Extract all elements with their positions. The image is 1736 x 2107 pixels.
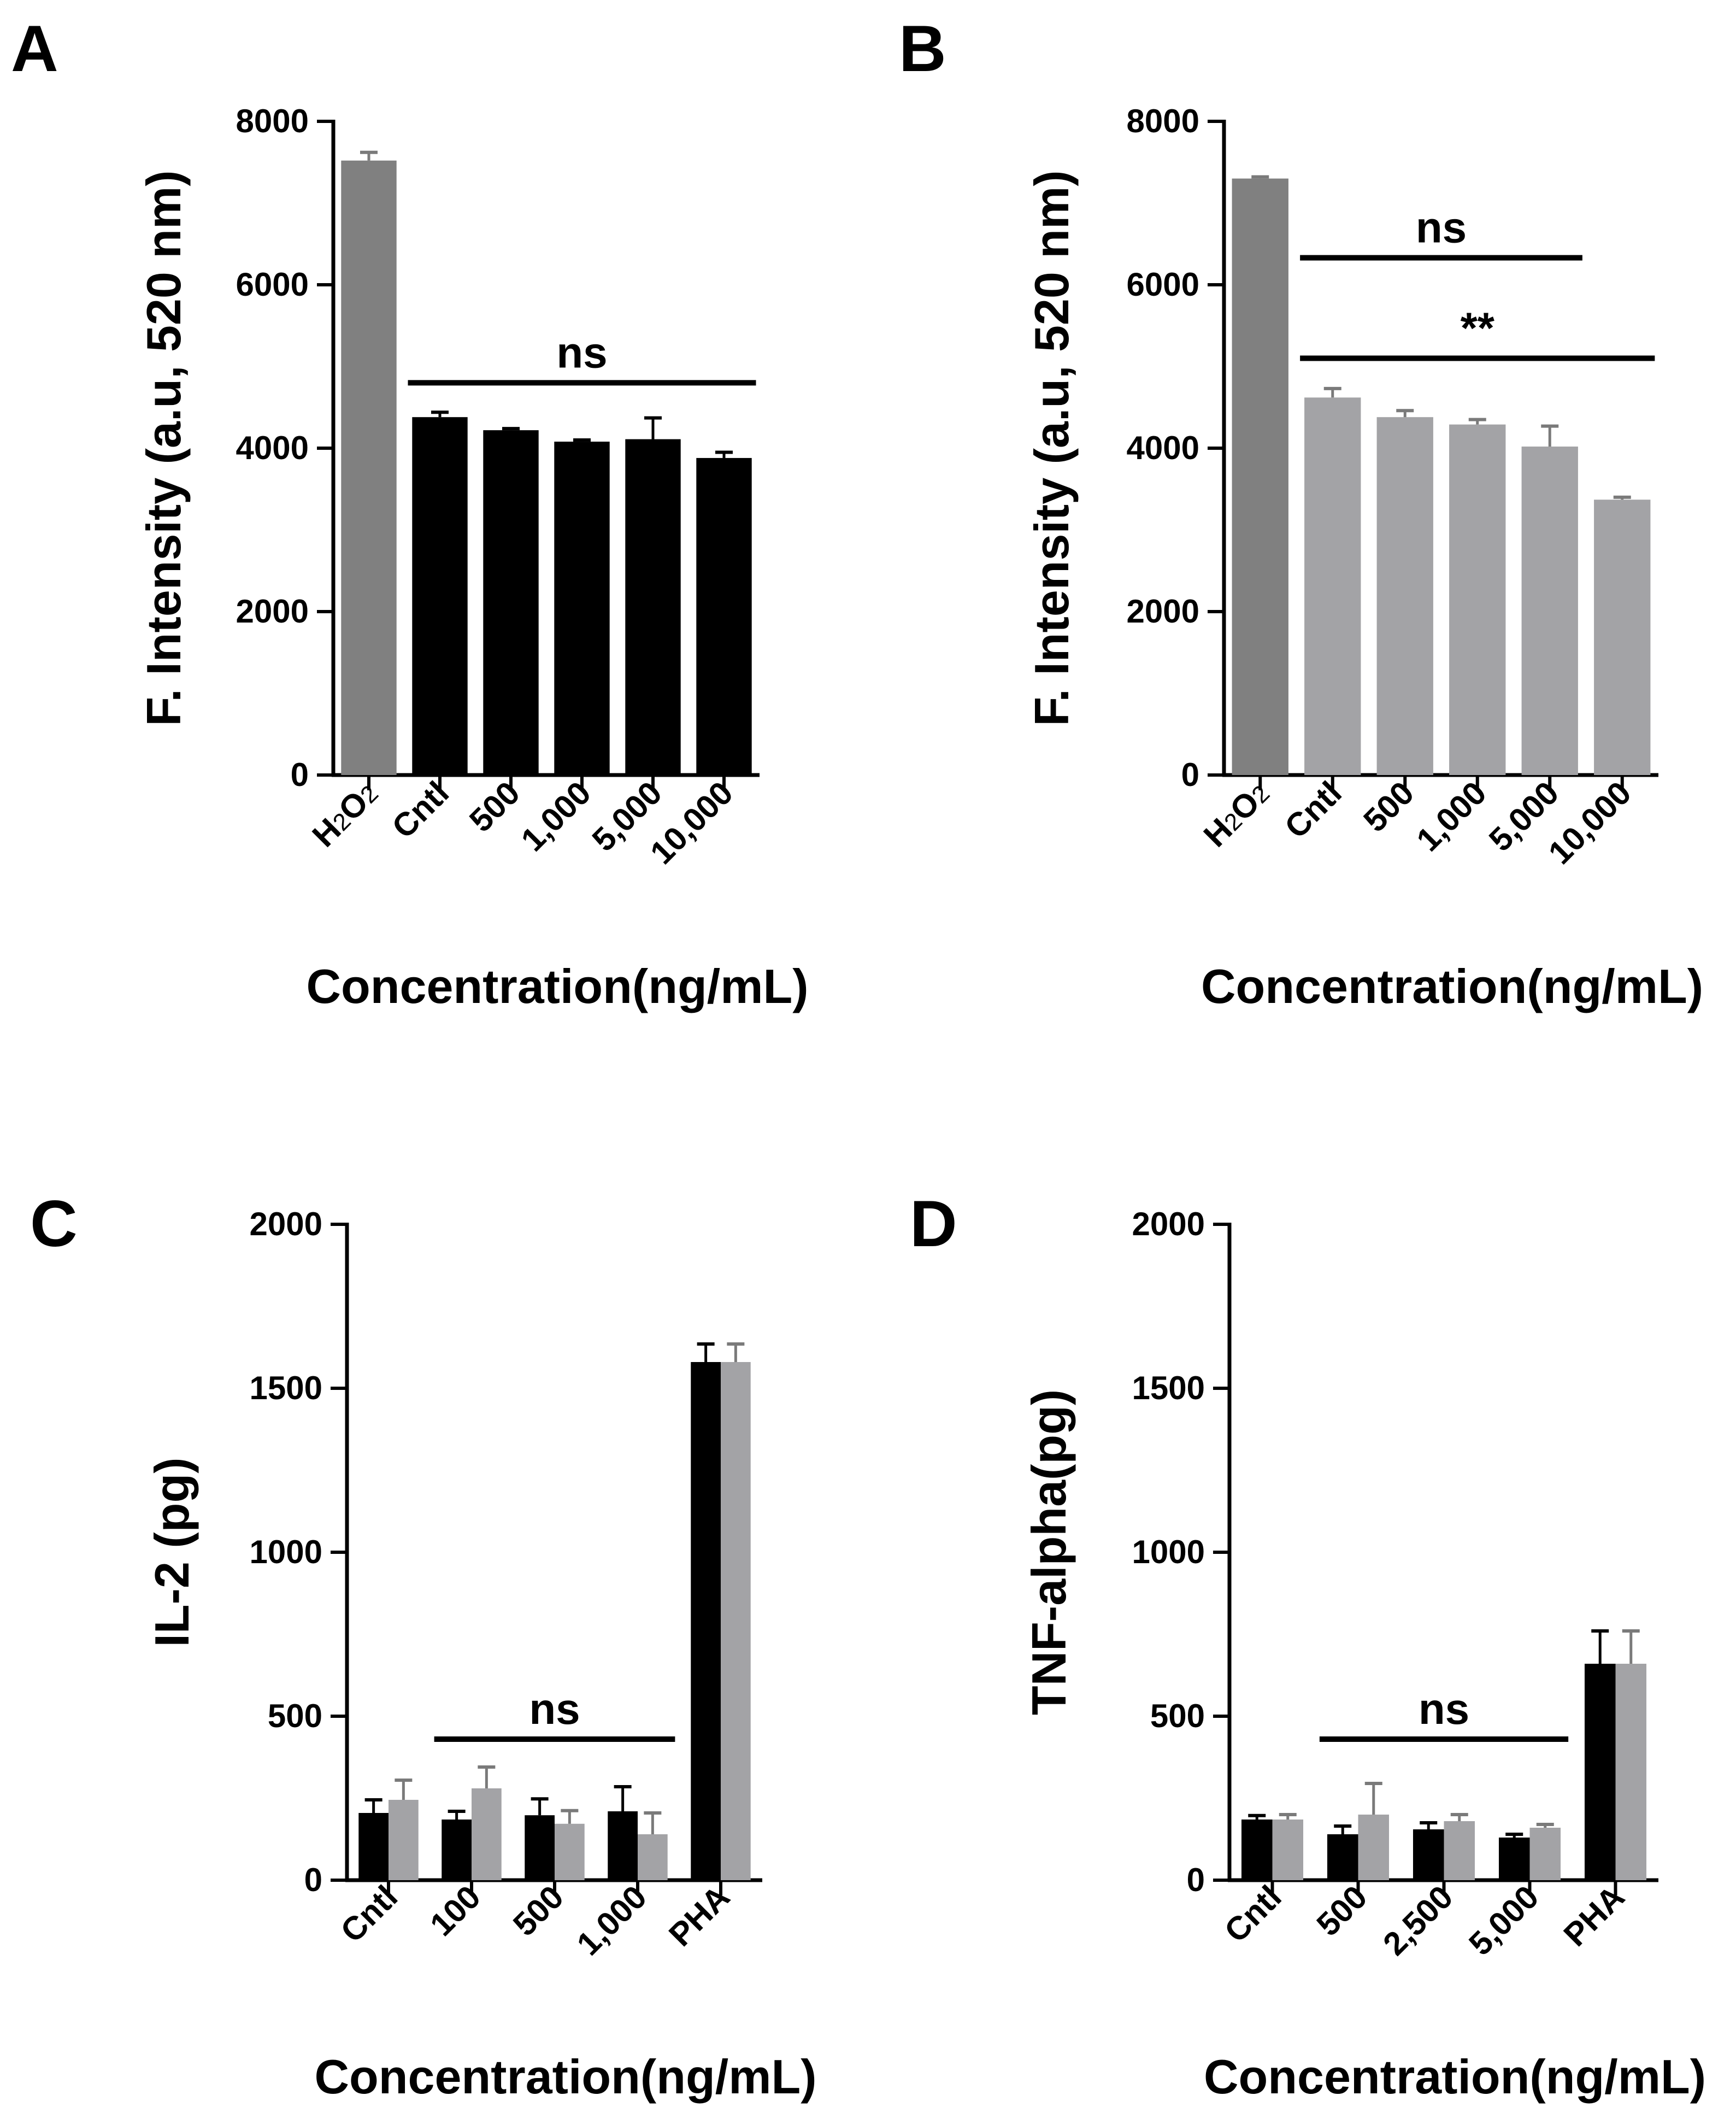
y-tick-label: 1000 [250,1534,322,1570]
bar [625,439,681,775]
bar-series1 [525,1815,555,1880]
bar-series1 [1241,1820,1273,1880]
x-tick-label: PHA [662,1879,737,1953]
x-tick-label: 10,000 [643,774,740,871]
bar [1304,397,1361,775]
x-tick-label: 10,000 [1541,774,1638,871]
y-tick-label: 2000 [1127,593,1199,630]
bar-series2 [1272,1820,1304,1880]
x-tick-label: 500 [506,1879,570,1943]
bar-series2 [1358,1815,1390,1880]
bar-series2 [389,1800,419,1880]
bar-series2 [1615,1664,1647,1880]
bar [1449,424,1506,775]
bar [341,160,397,775]
significance-label: ns [1419,1685,1469,1733]
y-tick-label: 0 [304,1862,322,1898]
x-tick-label: PHA [1557,1879,1632,1953]
y-tick-label: 500 [1150,1698,1205,1734]
bar-series1 [1413,1829,1444,1880]
bar [412,417,468,775]
bar-series2 [472,1788,502,1880]
x-tick-label: Cntl [1217,1879,1288,1950]
y-tick-label: 0 [1187,1862,1205,1898]
y-tick-label: 6000 [1127,266,1199,303]
bar-series1 [1584,1664,1616,1880]
y-tick-label: 1000 [1132,1534,1205,1570]
bar [1232,178,1288,775]
y-tick-label: 4000 [236,430,309,466]
y-axis-title: TNF-alpha(pg) [1022,1389,1076,1715]
y-axis-title: F. Intensity (a.u, 520 nm) [1025,170,1079,726]
x-tick-label: 1,000 [1409,774,1493,859]
x-tick-label: 1,000 [570,1879,654,1963]
x-tick-label: 2,500 [1376,1879,1460,1963]
x-tick-label: 5,000 [1462,1879,1546,1963]
bar-series1 [1327,1834,1358,1880]
panel-letter: C [30,1187,78,1260]
y-axis-title: F. Intensity (a.u, 520 nm) [137,170,191,726]
bar-series2 [638,1834,668,1880]
bar [1376,417,1433,775]
x-tick-label: 1,000 [514,774,598,859]
y-tick-label: 1500 [1132,1370,1205,1406]
y-tick-label: 0 [1181,756,1199,793]
x-tick-label: 500 [1310,1879,1374,1943]
y-tick-label: 2000 [236,593,309,630]
x-axis-title: Concentration(ng/mL) [314,2050,816,2104]
bar [696,457,752,775]
x-axis-title: Concentration(ng/mL) [1201,959,1703,1013]
bar-series1 [1498,1838,1530,1880]
y-tick-label: 2000 [1132,1206,1205,1242]
bar-series1 [358,1813,389,1880]
panel-letter: D [910,1187,957,1260]
x-tick-label: 500 [1356,774,1421,839]
y-axis-title: IL-2 (pg) [145,1457,199,1647]
y-tick-label: 4000 [1127,430,1199,466]
bar-series1 [691,1362,721,1880]
bar [1594,500,1651,775]
y-tick-label: 8000 [1127,103,1199,139]
bar [554,442,610,775]
bar-series1 [442,1820,472,1880]
significance-label: ns [529,1685,580,1733]
y-tick-label: 8000 [236,103,309,139]
y-tick-label: 0 [291,756,309,793]
bar-series2 [555,1823,585,1880]
significance-label: ns [1416,203,1467,252]
panel-b: B 0 2000 4000 6000 8000 F. Intensity (a.u, 520… [899,12,1703,1013]
bar-series2 [1444,1821,1475,1880]
significance-label: ** [1461,304,1495,353]
x-axis-title: Concentration(ng/mL) [1204,2050,1706,2104]
panel-d: D 0 500 1000 1500 2000 TNF-alpha(pg) Concentrat… [910,1187,1706,2104]
bar-series2 [721,1362,751,1880]
bar [1521,447,1578,775]
x-tick-label: H2O2 [1197,774,1276,854]
bar-series1 [608,1811,638,1880]
bar-series2 [1529,1828,1561,1880]
panel-letter: B [899,12,946,85]
panel-letter: A [11,12,58,85]
bar [483,430,539,775]
y-tick-label: 500 [268,1698,322,1734]
x-axis-title: Concentration(ng/mL) [306,959,808,1013]
y-tick-label: 2000 [250,1206,322,1242]
y-tick-label: 1500 [250,1370,322,1406]
y-tick-label: 6000 [236,266,309,303]
x-tick-label: Cntl [385,774,456,846]
x-tick-label: Cntl [1278,774,1349,846]
significance-label: ns [556,328,607,377]
panel-a: A 0 2000 4000 6000 8000 F. Intensity (a.u, 520… [11,12,809,1013]
x-tick-label: Cntl [333,1879,404,1950]
x-tick-label: H2O2 [305,774,385,854]
panel-c: C 0 500 1000 1500 2000 IL-2 (pg) Concentration(… [30,1187,817,2104]
x-tick-label: 100 [423,1879,487,1943]
